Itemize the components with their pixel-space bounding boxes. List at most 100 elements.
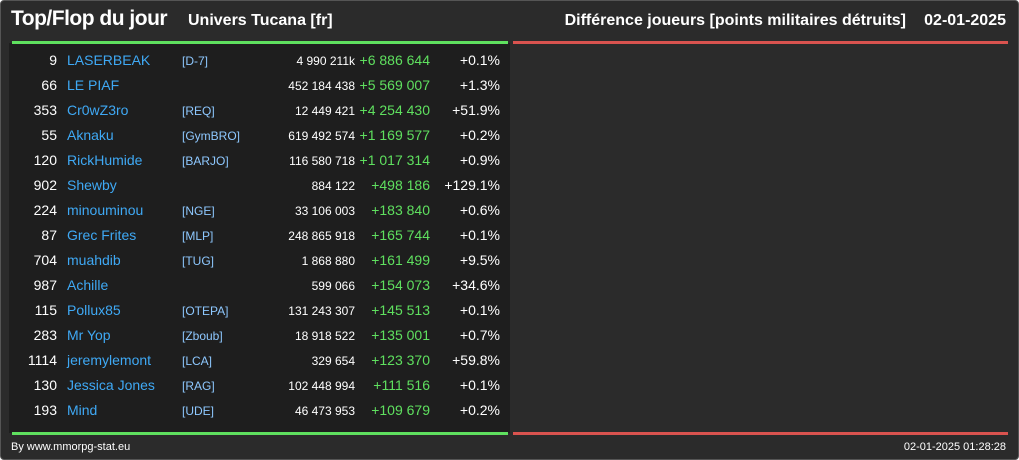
player-name-link[interactable]: Achille xyxy=(67,277,109,293)
player-name-link[interactable]: LE PIAF xyxy=(67,77,120,93)
player-points-difference: +109 679 xyxy=(371,402,430,418)
flop-panel xyxy=(512,43,1010,433)
table-row: 283 Mr Yop [Zboub] 18 918 522 +135 001 +… xyxy=(9,323,510,348)
player-rank: 987 xyxy=(33,277,57,293)
player-rank: 120 xyxy=(33,152,57,168)
date-label: 02-01-2025 xyxy=(924,12,1006,29)
alliance-tag-link[interactable]: [REQ] xyxy=(182,104,215,118)
player-points-difference: +183 840 xyxy=(371,202,430,218)
table-row: 353 Cr0wZ3ro [REQ] 12 449 421 +4 254 430… xyxy=(9,98,510,123)
player-points-difference: +111 516 xyxy=(373,377,430,393)
table-row: 224 minouminou [NGE] 33 106 003 +183 840… xyxy=(9,198,510,223)
player-percent-change: +0.1% xyxy=(459,302,500,318)
table-row: 120 RickHumide [BARJO] 116 580 718 +1 01… xyxy=(9,148,510,173)
table-row: 55 Aknaku [GymBRO] 619 492 574 +1 169 57… xyxy=(9,123,510,148)
player-rank: 704 xyxy=(33,252,57,268)
alliance-tag-link[interactable]: [D-7] xyxy=(182,54,209,68)
table-row: 193 Mind [UDE] 46 473 953 +109 679 +0.2% xyxy=(9,398,510,423)
player-name-link[interactable]: Grec Frites xyxy=(67,227,137,243)
player-percent-change: +0.9% xyxy=(459,152,500,168)
alliance-tag-link[interactable]: [UDE] xyxy=(182,404,215,418)
player-rank: 224 xyxy=(33,202,57,218)
player-points-difference: +6 886 644 xyxy=(359,52,430,68)
table-row: 87 Grec Frites [MLP] 248 865 918 +165 74… xyxy=(9,223,510,248)
player-total-points: 619 492 574 xyxy=(288,129,355,143)
player-total-points: 1 868 880 xyxy=(301,254,355,268)
table-row: 704 muahdib [TUG] 1 868 880 +161 499 +9.… xyxy=(9,248,510,273)
player-name-link[interactable]: Cr0wZ3ro xyxy=(67,102,129,118)
player-name-link[interactable]: Mr Yop xyxy=(67,327,111,343)
alliance-tag-link[interactable]: [Zboub] xyxy=(182,329,223,343)
player-name-link[interactable]: Shewby xyxy=(67,177,117,193)
player-percent-change: +0.7% xyxy=(459,327,500,343)
player-name-link[interactable]: muahdib xyxy=(67,252,121,268)
player-rank: 193 xyxy=(33,402,57,418)
alliance-tag-link[interactable]: [NGE] xyxy=(182,204,215,218)
player-name-link[interactable]: Aknaku xyxy=(67,127,114,143)
top-panel xyxy=(9,43,510,433)
player-points-difference: +1 017 314 xyxy=(359,152,430,168)
player-total-points: 599 066 xyxy=(311,279,355,293)
table-row: 115 Pollux85 [OTEPA] 131 243 307 +145 51… xyxy=(9,298,510,323)
alliance-tag-link[interactable]: [OTEPA] xyxy=(182,304,229,318)
metric-label: Différence joueurs [points militaires dé… xyxy=(564,12,906,29)
player-name-link[interactable]: jeremylemont xyxy=(67,352,152,368)
player-rank: 66 xyxy=(41,77,57,93)
player-percent-change: +0.6% xyxy=(459,202,500,218)
player-percent-change: +59.8% xyxy=(452,352,500,368)
bottom-divider-red xyxy=(513,432,1008,435)
table-row: 130 Jessica Jones [RAG] 102 448 994 +111… xyxy=(9,373,510,398)
table-row: 902 Shewby 884 122 +498 186 +129.1% xyxy=(9,173,510,198)
bottom-divider-green xyxy=(12,432,508,435)
alliance-tag-link[interactable]: [MLP] xyxy=(182,229,214,243)
player-name-link[interactable]: LASERBEAK xyxy=(67,52,151,68)
player-points-difference: +145 513 xyxy=(371,302,430,318)
player-points-difference: +1 169 577 xyxy=(359,127,430,143)
alliance-tag-link[interactable]: [GymBRO] xyxy=(182,129,241,143)
table-row: 9 LASERBEAK [D-7] 4 990 211k +6 886 644 … xyxy=(9,48,510,73)
player-total-points: 248 865 918 xyxy=(288,229,355,243)
player-total-points: 4 990 211k xyxy=(296,54,356,68)
player-total-points: 116 580 718 xyxy=(289,154,355,168)
page-title: Top/Flop du jour xyxy=(11,7,168,30)
player-percent-change: +0.2% xyxy=(459,127,500,143)
player-percent-change: +51.9% xyxy=(452,102,500,118)
alliance-tag-link[interactable]: [BARJO] xyxy=(182,154,229,168)
alliance-tag-link[interactable]: [TUG] xyxy=(182,254,214,268)
player-rank: 130 xyxy=(33,377,57,393)
footer-timestamp: 02-01-2025 01:28:28 xyxy=(903,441,1006,453)
player-rank: 55 xyxy=(41,127,57,143)
player-total-points: 884 122 xyxy=(311,179,355,193)
player-points-difference: +123 370 xyxy=(371,352,430,368)
universe-label: Univers Tucana [fr] xyxy=(188,12,333,29)
player-total-points: 46 473 953 xyxy=(294,404,355,418)
player-percent-change: +9.5% xyxy=(459,252,500,268)
top-divider-green xyxy=(12,41,508,44)
player-total-points: 18 918 522 xyxy=(294,329,355,343)
player-percent-change: +0.2% xyxy=(459,402,500,418)
player-total-points: 12 449 421 xyxy=(294,104,355,118)
player-points-difference: +5 569 007 xyxy=(359,77,430,93)
player-name-link[interactable]: Jessica Jones xyxy=(67,377,155,393)
player-percent-change: +0.1% xyxy=(459,377,500,393)
player-rank: 283 xyxy=(33,327,57,343)
player-name-link[interactable]: Pollux85 xyxy=(67,302,121,318)
player-points-difference: +161 499 xyxy=(371,252,430,268)
player-rank: 115 xyxy=(34,302,57,318)
player-points-difference: +135 001 xyxy=(371,327,430,343)
table-row: 987 Achille 599 066 +154 073 +34.6% xyxy=(9,273,510,298)
player-total-points: 33 106 003 xyxy=(294,204,355,218)
top-divider-red xyxy=(513,41,1008,44)
table-row: 1114 jeremylemont [LCA] 329 654 +123 370… xyxy=(9,348,510,373)
alliance-tag-link[interactable]: [LCA] xyxy=(182,354,213,368)
player-name-link[interactable]: minouminou xyxy=(67,202,144,218)
player-rank: 87 xyxy=(41,227,57,243)
player-name-link[interactable]: RickHumide xyxy=(67,152,143,168)
player-name-link[interactable]: Mind xyxy=(67,402,98,418)
top-players-list: 9 LASERBEAK [D-7] 4 990 211k +6 886 644 … xyxy=(9,48,510,423)
alliance-tag-link[interactable]: [RAG] xyxy=(182,379,215,393)
player-percent-change: +1.3% xyxy=(459,77,500,93)
player-total-points: 102 448 994 xyxy=(288,379,355,393)
player-rank: 353 xyxy=(33,102,57,118)
